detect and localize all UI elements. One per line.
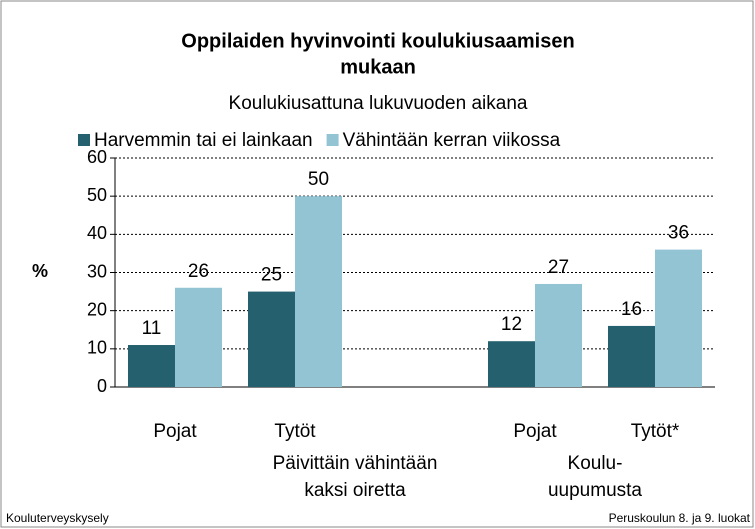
y-axis-label: % [32,261,48,281]
x-tick-label: Tytöt [274,421,316,442]
legend-label: Harvemmin tai ei lainkaan [94,130,313,151]
y-tick-label: 0 [97,376,107,396]
bar [175,287,222,387]
data-label: 25 [261,265,282,286]
data-label: 11 [142,318,162,339]
data-label: 12 [501,314,522,335]
data-label: 27 [548,257,569,278]
x-tick-label: Pojat [513,421,557,442]
chart-subtitle: Koulukiusattuna lukuvuoden aikana [229,93,528,114]
data-label: 16 [621,299,642,320]
chart-title: Oppilaiden hyvinvointi koulukiusaamisen [181,30,574,52]
y-tick-label: 60 [87,147,107,167]
bar [655,249,702,387]
data-label: 36 [668,223,689,244]
y-tick-label: 20 [87,299,107,319]
source: Kouluterveyskysely [6,511,109,525]
bar [295,196,342,387]
group-label: Päivittäin vähintään [273,453,438,474]
x-tick-label: Pojat [153,421,197,442]
y-tick-label: 50 [87,185,107,205]
y-tick-label: 10 [87,338,107,358]
y-tick-label: 30 [87,261,107,281]
group-label: uupumusta [548,480,642,501]
bar [128,345,175,387]
bar [248,291,295,387]
bar [535,283,582,387]
legend-swatch [326,134,339,146]
data-label: 26 [188,261,209,282]
y-tick-label: 40 [87,223,107,243]
x-tick-label: Tytöt* [631,421,680,442]
group-label: kaksi oiretta [304,480,406,501]
legend-label: Vähintään kerran viikossa [343,130,561,151]
group-label: Koulu- [568,453,623,474]
note: Peruskoulun 8. ja 9. luokat [609,511,751,525]
chart-title: mukaan [340,56,416,78]
data-label: 50 [308,169,329,190]
bar [488,341,535,387]
legend-swatch [78,134,90,146]
bar [608,325,655,387]
